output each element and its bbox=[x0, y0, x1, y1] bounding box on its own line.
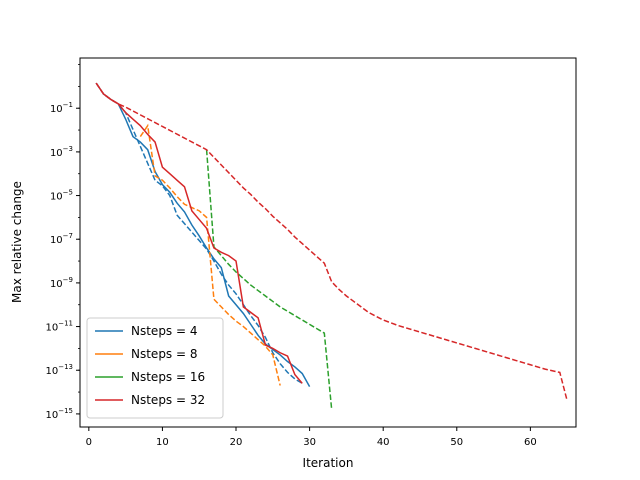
y-tick-base: 10 bbox=[50, 235, 63, 246]
x-tick-label: 40 bbox=[377, 437, 390, 448]
legend-label: Nsteps = 8 bbox=[131, 347, 198, 361]
series-2-dashed-line bbox=[139, 123, 281, 386]
x-tick-label: 0 bbox=[86, 437, 92, 448]
y-tick-label: 10−13 bbox=[45, 363, 73, 377]
x-tick-label: 20 bbox=[230, 437, 243, 448]
legend-label: Nsteps = 32 bbox=[131, 393, 205, 407]
x-axis-label: Iteration bbox=[303, 456, 354, 470]
y-tick-exponent: −13 bbox=[58, 363, 73, 371]
y-tick-exponent: −7 bbox=[63, 232, 73, 240]
y-tick-label: 10−11 bbox=[45, 320, 73, 334]
y-axis-label: Max relative change bbox=[10, 181, 24, 303]
y-tick-exponent: −15 bbox=[58, 407, 73, 415]
y-tick-base: 10 bbox=[45, 410, 58, 421]
x-tick-label: 10 bbox=[156, 437, 169, 448]
series-layer bbox=[95, 82, 568, 410]
y-tick-exponent: −3 bbox=[63, 145, 73, 153]
series-1-dashed-line bbox=[95, 82, 303, 384]
y-tick-base: 10 bbox=[45, 323, 58, 334]
legend: Nsteps = 4 Nsteps = 8 Nsteps = 16 Nsteps = … bbox=[86, 317, 224, 419]
series-4-dashed-line bbox=[95, 82, 568, 401]
series-1-solid-line bbox=[95, 82, 311, 387]
y-tick-exponent: −9 bbox=[63, 276, 73, 284]
series-3-dashed-line bbox=[205, 149, 333, 410]
x-tick-label: 50 bbox=[450, 437, 463, 448]
series-4-solid-line bbox=[95, 82, 303, 384]
y-tick-base: 10 bbox=[50, 192, 63, 203]
legend-box bbox=[86, 317, 224, 419]
y-tick-base: 10 bbox=[45, 366, 58, 377]
plot-frame bbox=[79, 57, 577, 428]
y-tick-label: 10−7 bbox=[50, 232, 73, 246]
y-tick-label: 10−9 bbox=[50, 276, 73, 290]
y-tick-label: 10−5 bbox=[50, 189, 73, 203]
y-tick-exponent: −1 bbox=[63, 101, 73, 109]
y-tick-base: 10 bbox=[50, 148, 63, 159]
y-tick-exponent: −11 bbox=[58, 320, 73, 328]
legend-label: Nsteps = 16 bbox=[131, 370, 205, 384]
y-tick-exponent: −5 bbox=[63, 189, 73, 197]
x-axis-ticks: 0 10 20 30 40 50 60 bbox=[86, 427, 537, 448]
x-tick-label: 60 bbox=[524, 437, 537, 448]
y-tick-label: 10−1 bbox=[50, 101, 73, 115]
x-tick-label: 30 bbox=[303, 437, 316, 448]
legend-label: Nsteps = 4 bbox=[131, 324, 198, 338]
y-tick-base: 10 bbox=[50, 104, 63, 115]
y-tick-base: 10 bbox=[50, 279, 63, 290]
y-tick-label: 10−15 bbox=[45, 407, 73, 421]
y-tick-label: 10−3 bbox=[50, 145, 73, 159]
